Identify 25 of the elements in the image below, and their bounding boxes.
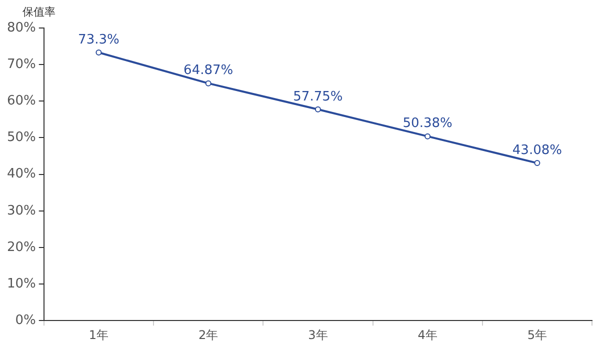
data-label: 43.08% (512, 142, 562, 158)
y-tick-label: 0% (15, 312, 36, 328)
y-tick-label: 60% (6, 94, 36, 109)
point (314, 106, 321, 112)
y-tick-label: 70% (6, 56, 36, 72)
y-tick-label: 10% (6, 276, 36, 292)
y-tick-label: 40% (6, 166, 36, 182)
point (534, 160, 540, 166)
x-tick-label: 3年 (308, 328, 328, 342)
data-label: 64.87% (184, 63, 234, 78)
data-label: 57.75% (293, 89, 343, 104)
y-axis-title: 保值率 (22, 5, 56, 18)
x-tick-label: 4年 (418, 328, 438, 342)
x-tick-label: 2年 (198, 328, 218, 342)
x-tick-label: 5年 (527, 328, 548, 342)
y-tick-label: 20% (6, 240, 36, 255)
point (424, 133, 431, 140)
y-tick-label: 30% (6, 203, 36, 218)
data-label: 50.38% (402, 116, 452, 132)
data-label: 73.3% (78, 32, 120, 48)
y-tick-label: 80% (6, 20, 36, 36)
point (205, 80, 212, 86)
y-tick-label: 50% (6, 130, 36, 146)
point (96, 50, 102, 56)
x-tick-label: 1年 (88, 328, 109, 342)
